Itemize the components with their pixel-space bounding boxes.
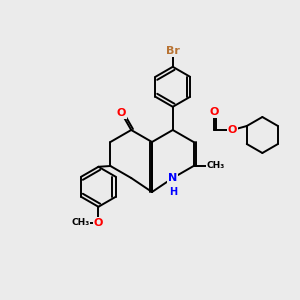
Text: Br: Br — [166, 46, 180, 56]
Text: CH₃: CH₃ — [206, 161, 225, 170]
Text: O: O — [116, 108, 126, 118]
Text: O: O — [94, 218, 103, 228]
Text: CH₃: CH₃ — [71, 218, 90, 227]
Text: O: O — [228, 125, 237, 135]
Text: H: H — [169, 187, 177, 197]
Text: N: N — [168, 173, 177, 183]
Text: O: O — [210, 107, 219, 117]
